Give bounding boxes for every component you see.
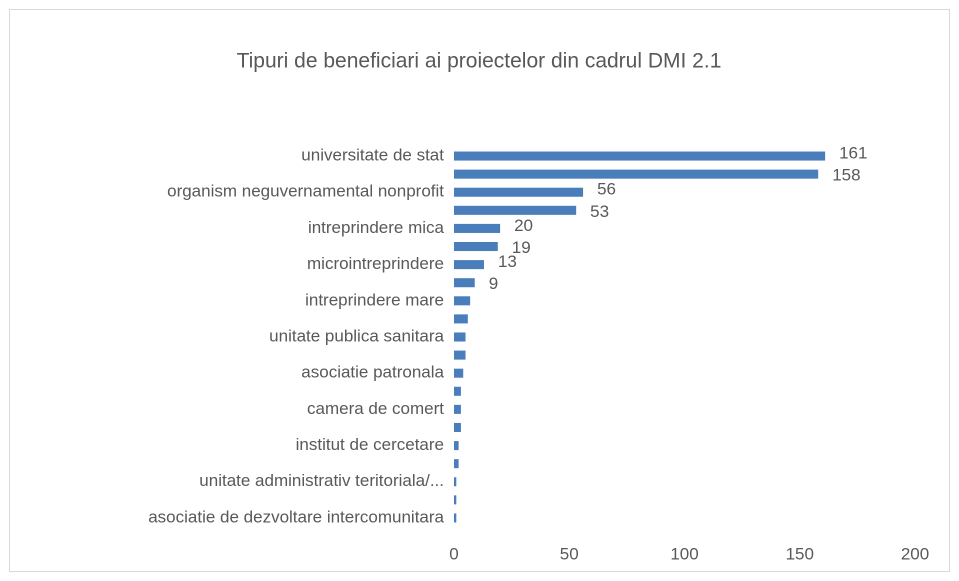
bar <box>454 350 466 360</box>
y-tick-label: unitate administrativ teritoriala/... <box>199 471 444 490</box>
x-tick-label: 0 <box>449 544 458 563</box>
data-label: 20 <box>514 216 533 235</box>
bar <box>454 223 501 233</box>
y-tick-label: universitate de stat <box>301 146 444 165</box>
y-tick-label: intreprindere mare <box>305 290 444 309</box>
data-label: 161 <box>839 144 867 163</box>
bar <box>454 205 577 215</box>
y-tick-label: asociatie de dezvoltare intercomunitara <box>148 507 444 526</box>
y-tick-label: institut de cercetare <box>296 435 444 454</box>
bar <box>454 459 459 469</box>
bar <box>454 187 584 197</box>
y-tick-label: microintreprindere <box>307 254 444 273</box>
bar <box>454 404 461 414</box>
data-label: 53 <box>590 202 609 221</box>
x-tick-label: 200 <box>901 544 929 563</box>
bar <box>454 242 498 252</box>
bar <box>454 386 461 396</box>
y-tick-label: unitate publica sanitara <box>269 326 444 345</box>
bar <box>454 296 471 306</box>
y-tick-label: camera de comert <box>307 399 444 418</box>
bar <box>454 278 475 288</box>
bar <box>454 477 457 487</box>
bar <box>454 495 457 505</box>
bar <box>454 332 466 342</box>
bar <box>454 151 826 161</box>
chart-title: Tipuri de beneficiari ai proiectelor din… <box>237 50 722 73</box>
data-label: 56 <box>597 180 616 199</box>
bar <box>454 314 468 324</box>
bar <box>454 422 461 432</box>
y-tick-label: asociatie patronala <box>301 363 444 382</box>
data-label: 158 <box>832 166 860 185</box>
bar <box>454 368 464 378</box>
y-tick-label: intreprindere mica <box>308 218 445 237</box>
data-label: 19 <box>512 238 531 257</box>
y-tick-label: organism neguvernamental nonprofit <box>167 182 444 201</box>
x-tick-label: 100 <box>670 544 698 563</box>
x-tick-label: 150 <box>786 544 814 563</box>
bar <box>454 169 819 179</box>
bar <box>454 260 484 270</box>
bar <box>454 441 459 451</box>
data-label: 13 <box>498 252 517 271</box>
x-tick-label: 50 <box>560 544 579 563</box>
bar <box>454 513 457 523</box>
chart-border <box>9 9 950 572</box>
data-label: 9 <box>489 274 498 293</box>
